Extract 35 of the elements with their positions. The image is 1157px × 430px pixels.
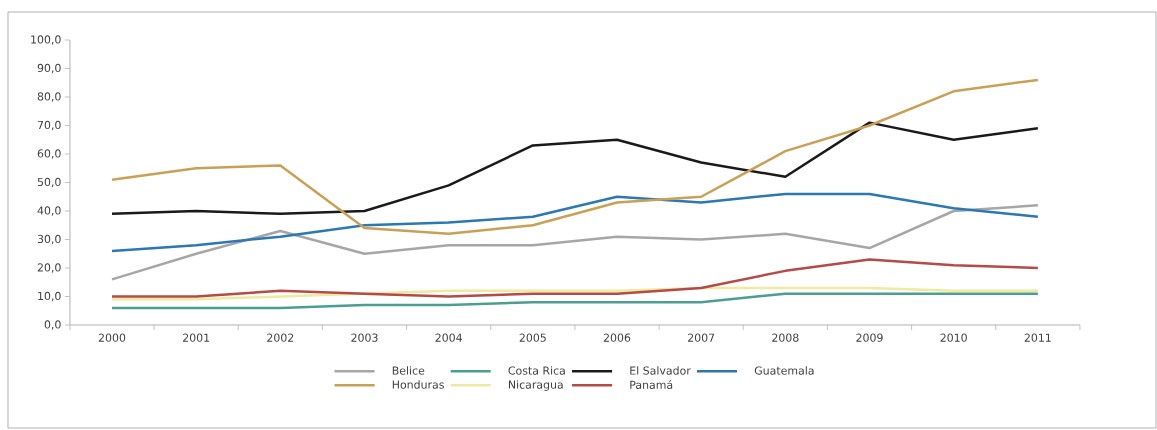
y-tick-label: 90,0 — [37, 63, 61, 74]
legend-label: Panamá — [630, 380, 673, 389]
x-tick-label: 2005 — [519, 333, 546, 342]
legend-label: Costa Rica — [508, 366, 565, 375]
y-tick-label: 10,0 — [38, 291, 61, 302]
legend-label: Guatemala — [754, 366, 814, 375]
x-tick-label: 2004 — [435, 333, 462, 342]
x-tick-label: 2011 — [1024, 333, 1051, 342]
legend-label: El Salvador — [630, 366, 691, 375]
line-series — [110, 192, 1040, 253]
y-tick-label: 60,0 — [37, 149, 61, 159]
x-tick-label: 2006 — [603, 333, 631, 342]
y-tick-label: 80,0 — [37, 92, 61, 102]
x-tick-label: 2001 — [183, 333, 210, 342]
x-tick-label: 2010 — [940, 333, 967, 342]
line-series — [110, 258, 1040, 298]
x-tick-label: 2008 — [772, 333, 799, 342]
line-series — [110, 121, 1040, 216]
x-tick-label: 2007 — [688, 333, 715, 342]
line-series — [110, 78, 1040, 236]
y-tick-label: 30,0 — [37, 234, 61, 245]
line-series — [110, 204, 1040, 281]
legend-label: Belice — [392, 366, 425, 375]
y-tick-label: 40,0 — [37, 206, 61, 216]
y-tick-label: 100,0 — [31, 35, 61, 45]
x-tick-label: 2002 — [267, 333, 294, 342]
y-tick-label: 20,0 — [37, 263, 61, 273]
x-tick-label: 2003 — [351, 333, 378, 342]
y-tick-label: 0,0 — [44, 320, 61, 330]
legend-label: Honduras — [392, 380, 444, 389]
y-tick-label: 70,0 — [37, 120, 61, 131]
legend-label: Nicaragua — [508, 380, 563, 391]
y-tick-label: 50,0 — [37, 177, 61, 188]
x-tick-label: 2009 — [856, 333, 883, 342]
x-tick-label: 2000 — [98, 333, 126, 342]
